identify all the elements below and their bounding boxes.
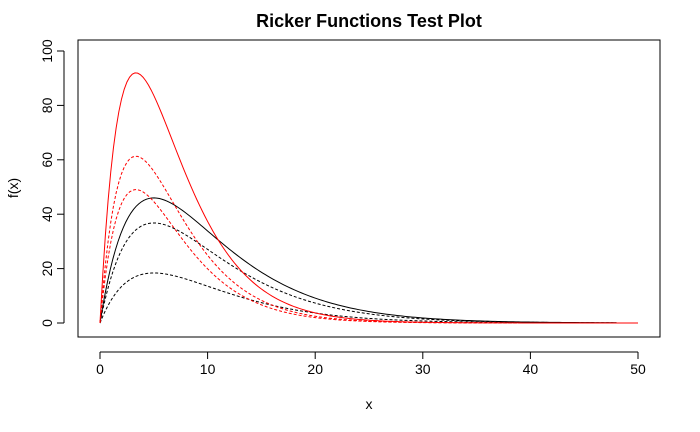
series-line-6	[99, 189, 638, 324]
x-axis: 0 10 20 30 40 50	[96, 351, 646, 377]
y-axis: 0 20 40 60 80 100	[39, 39, 65, 327]
plot-area-border	[77, 39, 661, 338]
y-tick-label: 40	[39, 206, 55, 222]
series-line-2	[99, 222, 617, 324]
series-line-5	[99, 155, 638, 324]
x-tick-label: 10	[200, 361, 216, 377]
series-line-1	[99, 197, 617, 324]
chart-title: Ricker Functions Test Plot	[256, 11, 482, 31]
y-tick-label: 20	[39, 261, 55, 277]
x-tick-label: 30	[415, 361, 431, 377]
y-tick-label: 0	[39, 319, 55, 327]
x-tick-label: 20	[307, 361, 323, 377]
series-group	[99, 72, 638, 324]
y-tick-label: 80	[39, 97, 55, 113]
x-tick-label: 50	[630, 361, 646, 377]
series-line-3	[99, 272, 617, 324]
x-tick-label: 0	[96, 361, 104, 377]
series-line-4	[99, 72, 638, 324]
y-axis-label: f(x)	[5, 178, 21, 198]
x-axis-label: x	[366, 396, 373, 412]
y-tick-label: 60	[39, 152, 55, 168]
y-tick-label: 100	[39, 39, 55, 63]
x-tick-label: 40	[523, 361, 539, 377]
